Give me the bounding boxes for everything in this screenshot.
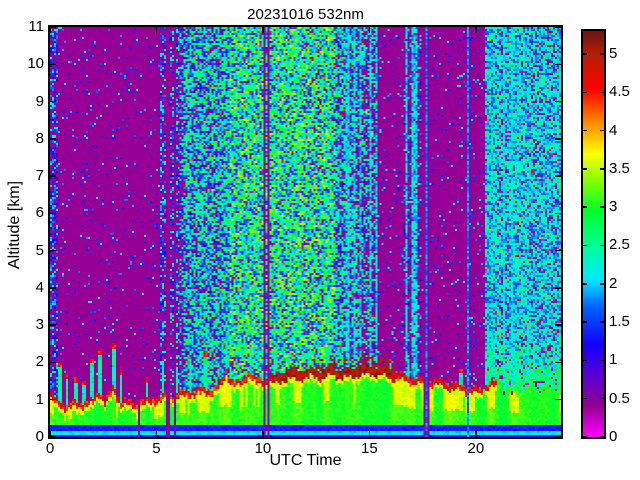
colorbar-tick xyxy=(600,436,604,438)
colorbar-tick-label: 0.5 xyxy=(609,389,630,407)
x-tick-label: 5 xyxy=(152,440,161,457)
colorbar-tick-label: 2.5 xyxy=(609,236,630,254)
colorbar-tick xyxy=(600,283,604,285)
y-tick-right xyxy=(555,63,561,66)
y-tick-label: 7 xyxy=(35,167,44,185)
y-tick-right xyxy=(555,324,561,326)
y-tick-label: 6 xyxy=(35,204,44,222)
y-tick-right xyxy=(555,26,561,28)
x-tick xyxy=(475,431,477,437)
y-tick-right xyxy=(555,398,561,401)
x-tick xyxy=(368,431,371,437)
x-tick xyxy=(49,431,51,437)
y-tick-right xyxy=(555,212,561,215)
colorbar-tick-label: 1 xyxy=(609,351,618,369)
x-tick-top xyxy=(475,27,477,33)
plot-border xyxy=(48,25,563,439)
colorbar-tick xyxy=(583,397,587,400)
colorbar-tick-label: 4.5 xyxy=(609,83,630,101)
colorbar-tick xyxy=(600,244,604,247)
x-tick-label: 20 xyxy=(467,440,485,457)
colorbar-tick xyxy=(583,91,587,94)
y-tick xyxy=(50,436,56,438)
colorbar-tick xyxy=(583,436,587,438)
y-tick xyxy=(50,63,56,66)
colorbar-tick xyxy=(600,206,604,208)
colorbar-tick-label: 0 xyxy=(609,428,618,445)
heatmap-canvas xyxy=(50,27,561,437)
x-tick-label: 0 xyxy=(45,440,55,457)
y-tick xyxy=(50,324,56,326)
colorbar-tick xyxy=(583,168,587,170)
colorbar-tick xyxy=(600,359,604,362)
y-tick xyxy=(50,287,56,289)
y-tick-right xyxy=(555,249,561,252)
y-tick-label: 8 xyxy=(35,129,44,147)
y-tick xyxy=(50,26,56,28)
x-tick-top xyxy=(155,27,158,33)
colorbar-tick-label: 5 xyxy=(609,44,618,62)
y-tick-label: 11 xyxy=(28,18,44,35)
y-tick-label: 10 xyxy=(27,55,44,73)
colorbar-tick xyxy=(583,129,587,132)
colorbar-tick xyxy=(600,168,604,170)
y-tick-right xyxy=(555,175,561,177)
y-tick-label: 0 xyxy=(35,428,44,445)
y-tick-label: 9 xyxy=(35,92,44,110)
colorbar-tick-label: 1.5 xyxy=(609,313,630,331)
x-tick-label: 15 xyxy=(361,440,378,457)
y-tick xyxy=(50,100,56,103)
colorbar-tick xyxy=(583,321,587,323)
colorbar-tick-label: 2 xyxy=(609,274,618,292)
colorbar-canvas xyxy=(583,31,604,437)
y-tick-right xyxy=(555,436,561,438)
y-tick-right xyxy=(555,138,561,140)
x-tick-top xyxy=(368,27,371,33)
colorbar-tick-label: 3 xyxy=(609,198,618,216)
y-tick xyxy=(50,175,56,177)
y-tick-label: 1 xyxy=(35,390,44,408)
colorbar-tick xyxy=(583,359,587,362)
y-tick xyxy=(50,249,56,252)
colorbar-tick-label: 4 xyxy=(609,121,618,139)
colorbar-tick xyxy=(600,53,604,55)
colorbar-tick xyxy=(600,91,604,94)
x-tick-label: 10 xyxy=(254,440,272,457)
colorbar-tick xyxy=(600,397,604,400)
colorbar-tick-label: 3.5 xyxy=(609,159,630,177)
x-tick-top xyxy=(262,27,264,33)
y-tick xyxy=(50,138,56,140)
colorbar-tick xyxy=(583,206,587,208)
colorbar-border xyxy=(581,29,606,439)
y-tick-right xyxy=(555,100,561,103)
y-tick-label: 3 xyxy=(35,316,44,334)
y-tick xyxy=(50,398,56,401)
y-tick xyxy=(50,361,56,364)
y-tick-right xyxy=(555,287,561,289)
y-tick-label: 4 xyxy=(35,278,44,296)
y-tick xyxy=(50,212,56,215)
colorbar-tick xyxy=(600,321,604,323)
chart-title: 20231016 532nm xyxy=(247,6,364,23)
colorbar-tick xyxy=(583,283,587,285)
y-tick-label: 2 xyxy=(35,353,44,371)
y-tick-right xyxy=(555,361,561,364)
colorbar-tick xyxy=(583,244,587,247)
x-axis-label: UTC Time xyxy=(269,452,342,469)
x-tick xyxy=(155,431,158,437)
x-tick xyxy=(262,431,264,437)
x-tick-top xyxy=(49,27,51,33)
y-tick-label: 5 xyxy=(35,241,44,259)
colorbar-tick xyxy=(600,129,604,132)
colorbar-tick xyxy=(583,53,587,55)
